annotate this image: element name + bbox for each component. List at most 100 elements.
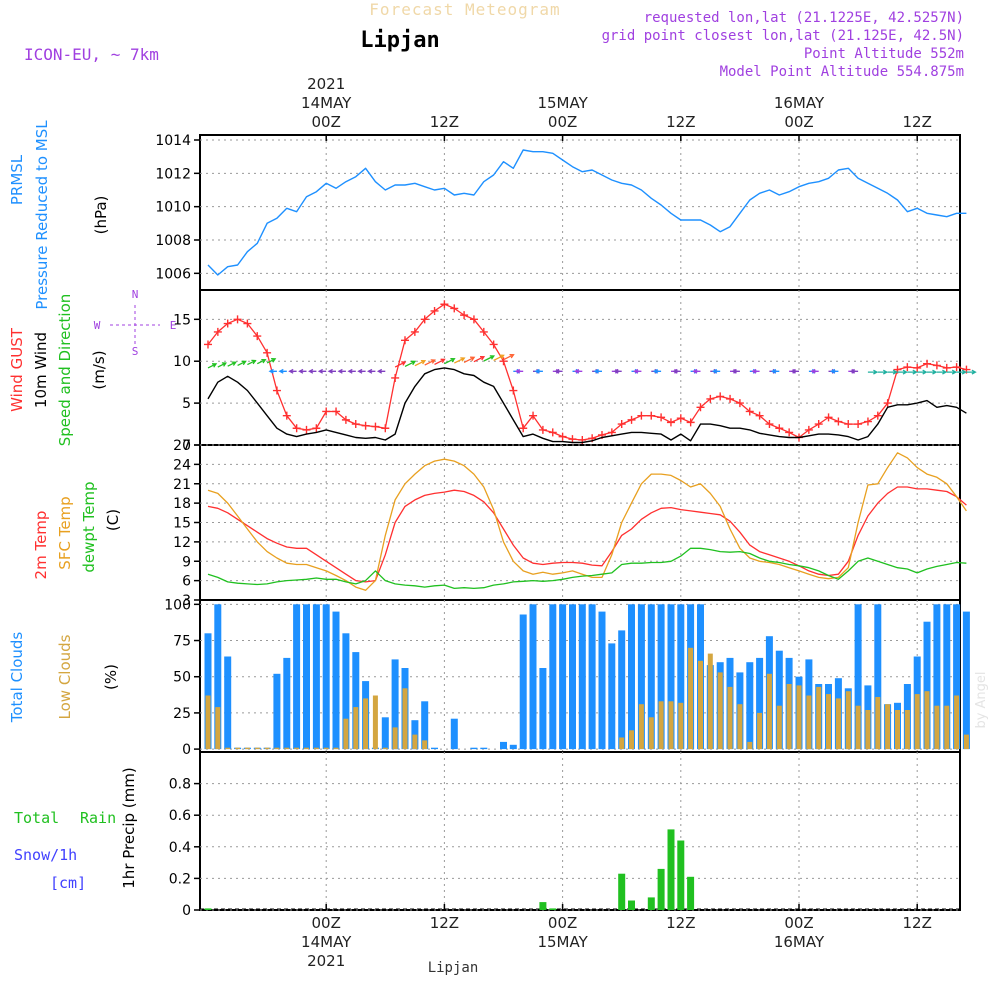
wind-direction-arrow	[394, 361, 407, 368]
gust-marker	[322, 407, 331, 416]
low-clouds-bar	[638, 704, 644, 750]
time-tick-bottom: 12Z	[430, 914, 459, 932]
total-clouds-bar	[500, 741, 507, 750]
low-clouds-bar	[776, 705, 782, 750]
gust-marker	[785, 428, 794, 437]
total-clouds-bar	[391, 659, 399, 750]
y-tick-label: 0.4	[169, 840, 191, 856]
wind-direction-arrow	[849, 368, 859, 374]
time-tick-top: 15MAY	[537, 94, 588, 112]
wind-direction-arrow	[268, 368, 277, 374]
compass-n: N	[132, 288, 139, 301]
rain-bar	[628, 900, 635, 910]
gust-marker	[647, 411, 656, 420]
y-tick-label: 24	[173, 457, 191, 473]
gust-marker	[745, 407, 754, 416]
wind-direction-arrow	[877, 369, 889, 375]
low-clouds-bar	[678, 702, 684, 750]
wind-direction-arrow	[414, 359, 427, 367]
gust-marker	[538, 425, 547, 434]
wind-direction-arrow	[887, 369, 898, 375]
total-clouds-bar	[608, 643, 616, 750]
wind-direction-arrow	[593, 368, 602, 374]
total-clouds-bar	[342, 633, 350, 750]
gust-marker	[351, 420, 360, 429]
gust-marker	[479, 327, 488, 336]
wind-direction-arrow	[473, 355, 486, 363]
y-tick-label: 50	[173, 670, 191, 686]
pressure-unit-label: (hPa)	[92, 196, 110, 235]
total-clouds-bar	[657, 604, 665, 750]
gust-marker	[735, 399, 744, 408]
rain-bar	[539, 902, 547, 910]
temp-2m-label: 2m Temp	[32, 511, 50, 580]
low-clouds-label: Low Clouds	[56, 634, 74, 719]
total-clouds-bar	[303, 604, 310, 750]
total-clouds-bar	[588, 604, 596, 750]
wind-direction-arrow	[424, 359, 436, 366]
total-clouds-bar	[559, 604, 567, 750]
wind-direction-arrow	[376, 368, 386, 374]
gust-marker	[233, 315, 242, 324]
rain-bar	[667, 829, 675, 910]
low-clouds-bar	[304, 747, 309, 750]
gust-marker	[312, 424, 321, 433]
total-clouds-bar	[578, 604, 586, 750]
wind-direction-arrow	[357, 368, 366, 374]
y-tick-label: 75	[173, 634, 191, 650]
low-clouds-bar	[333, 747, 339, 750]
total-clouds-bar	[618, 630, 626, 750]
gust-marker	[804, 425, 813, 434]
gust-marker	[469, 315, 478, 324]
y-tick-label: 0	[182, 903, 191, 919]
gust-marker	[332, 407, 341, 416]
low-clouds-bar	[737, 704, 743, 750]
wind-gust-label: Wind GUST	[8, 327, 26, 412]
wind-direction-arrow	[554, 368, 563, 374]
panel-frame	[199, 134, 961, 291]
total-clouds-bar	[775, 650, 783, 750]
gust-marker	[726, 394, 735, 403]
wind-direction-arrow	[573, 368, 583, 374]
gust-marker	[440, 300, 449, 309]
low-clouds-bar	[422, 740, 428, 750]
wind-direction-arrow	[830, 368, 839, 374]
gust-marker	[529, 411, 538, 420]
y-tick-label: 12	[173, 535, 191, 551]
y-tick-label: 0.8	[169, 777, 191, 793]
gust-marker	[371, 422, 380, 431]
low-clouds-bar	[796, 685, 802, 750]
gust-marker	[686, 418, 695, 427]
footer-station: Lipjan	[428, 960, 479, 976]
wind-direction-arrow	[257, 358, 267, 365]
total-clouds-bar	[569, 604, 576, 750]
y-tick-label: 6	[182, 574, 191, 590]
total-clouds-bar	[480, 747, 488, 750]
panel-frame	[199, 751, 961, 911]
panel-frame	[199, 289, 961, 446]
total-clouds-bar	[312, 604, 320, 750]
time-tick-top: 16MAY	[774, 94, 825, 112]
gust-marker	[834, 417, 843, 426]
rain-bar	[647, 897, 655, 910]
wind-direction-arrow	[337, 368, 346, 374]
wind-direction-arrow	[672, 368, 681, 374]
total-clouds-bar	[529, 604, 537, 750]
low-clouds-bar	[855, 705, 861, 750]
wind-direction-arrow	[327, 368, 336, 374]
gust-marker	[410, 327, 419, 336]
snow-label: Snow/1h	[14, 846, 77, 864]
wind-direction-arrow	[927, 369, 938, 375]
total-clouds-bar	[224, 656, 232, 750]
wind-direction-arrow	[946, 369, 958, 375]
wind-direction-arrow	[237, 360, 247, 366]
gust-marker	[617, 420, 626, 429]
rain-label: Rain	[80, 809, 116, 827]
gust-marker	[253, 332, 262, 341]
total-clouds-bar	[283, 657, 291, 750]
y-tick-label: 9	[182, 554, 191, 570]
gust-marker	[519, 424, 528, 433]
rain-bar	[687, 876, 695, 910]
gust-marker	[341, 415, 350, 424]
